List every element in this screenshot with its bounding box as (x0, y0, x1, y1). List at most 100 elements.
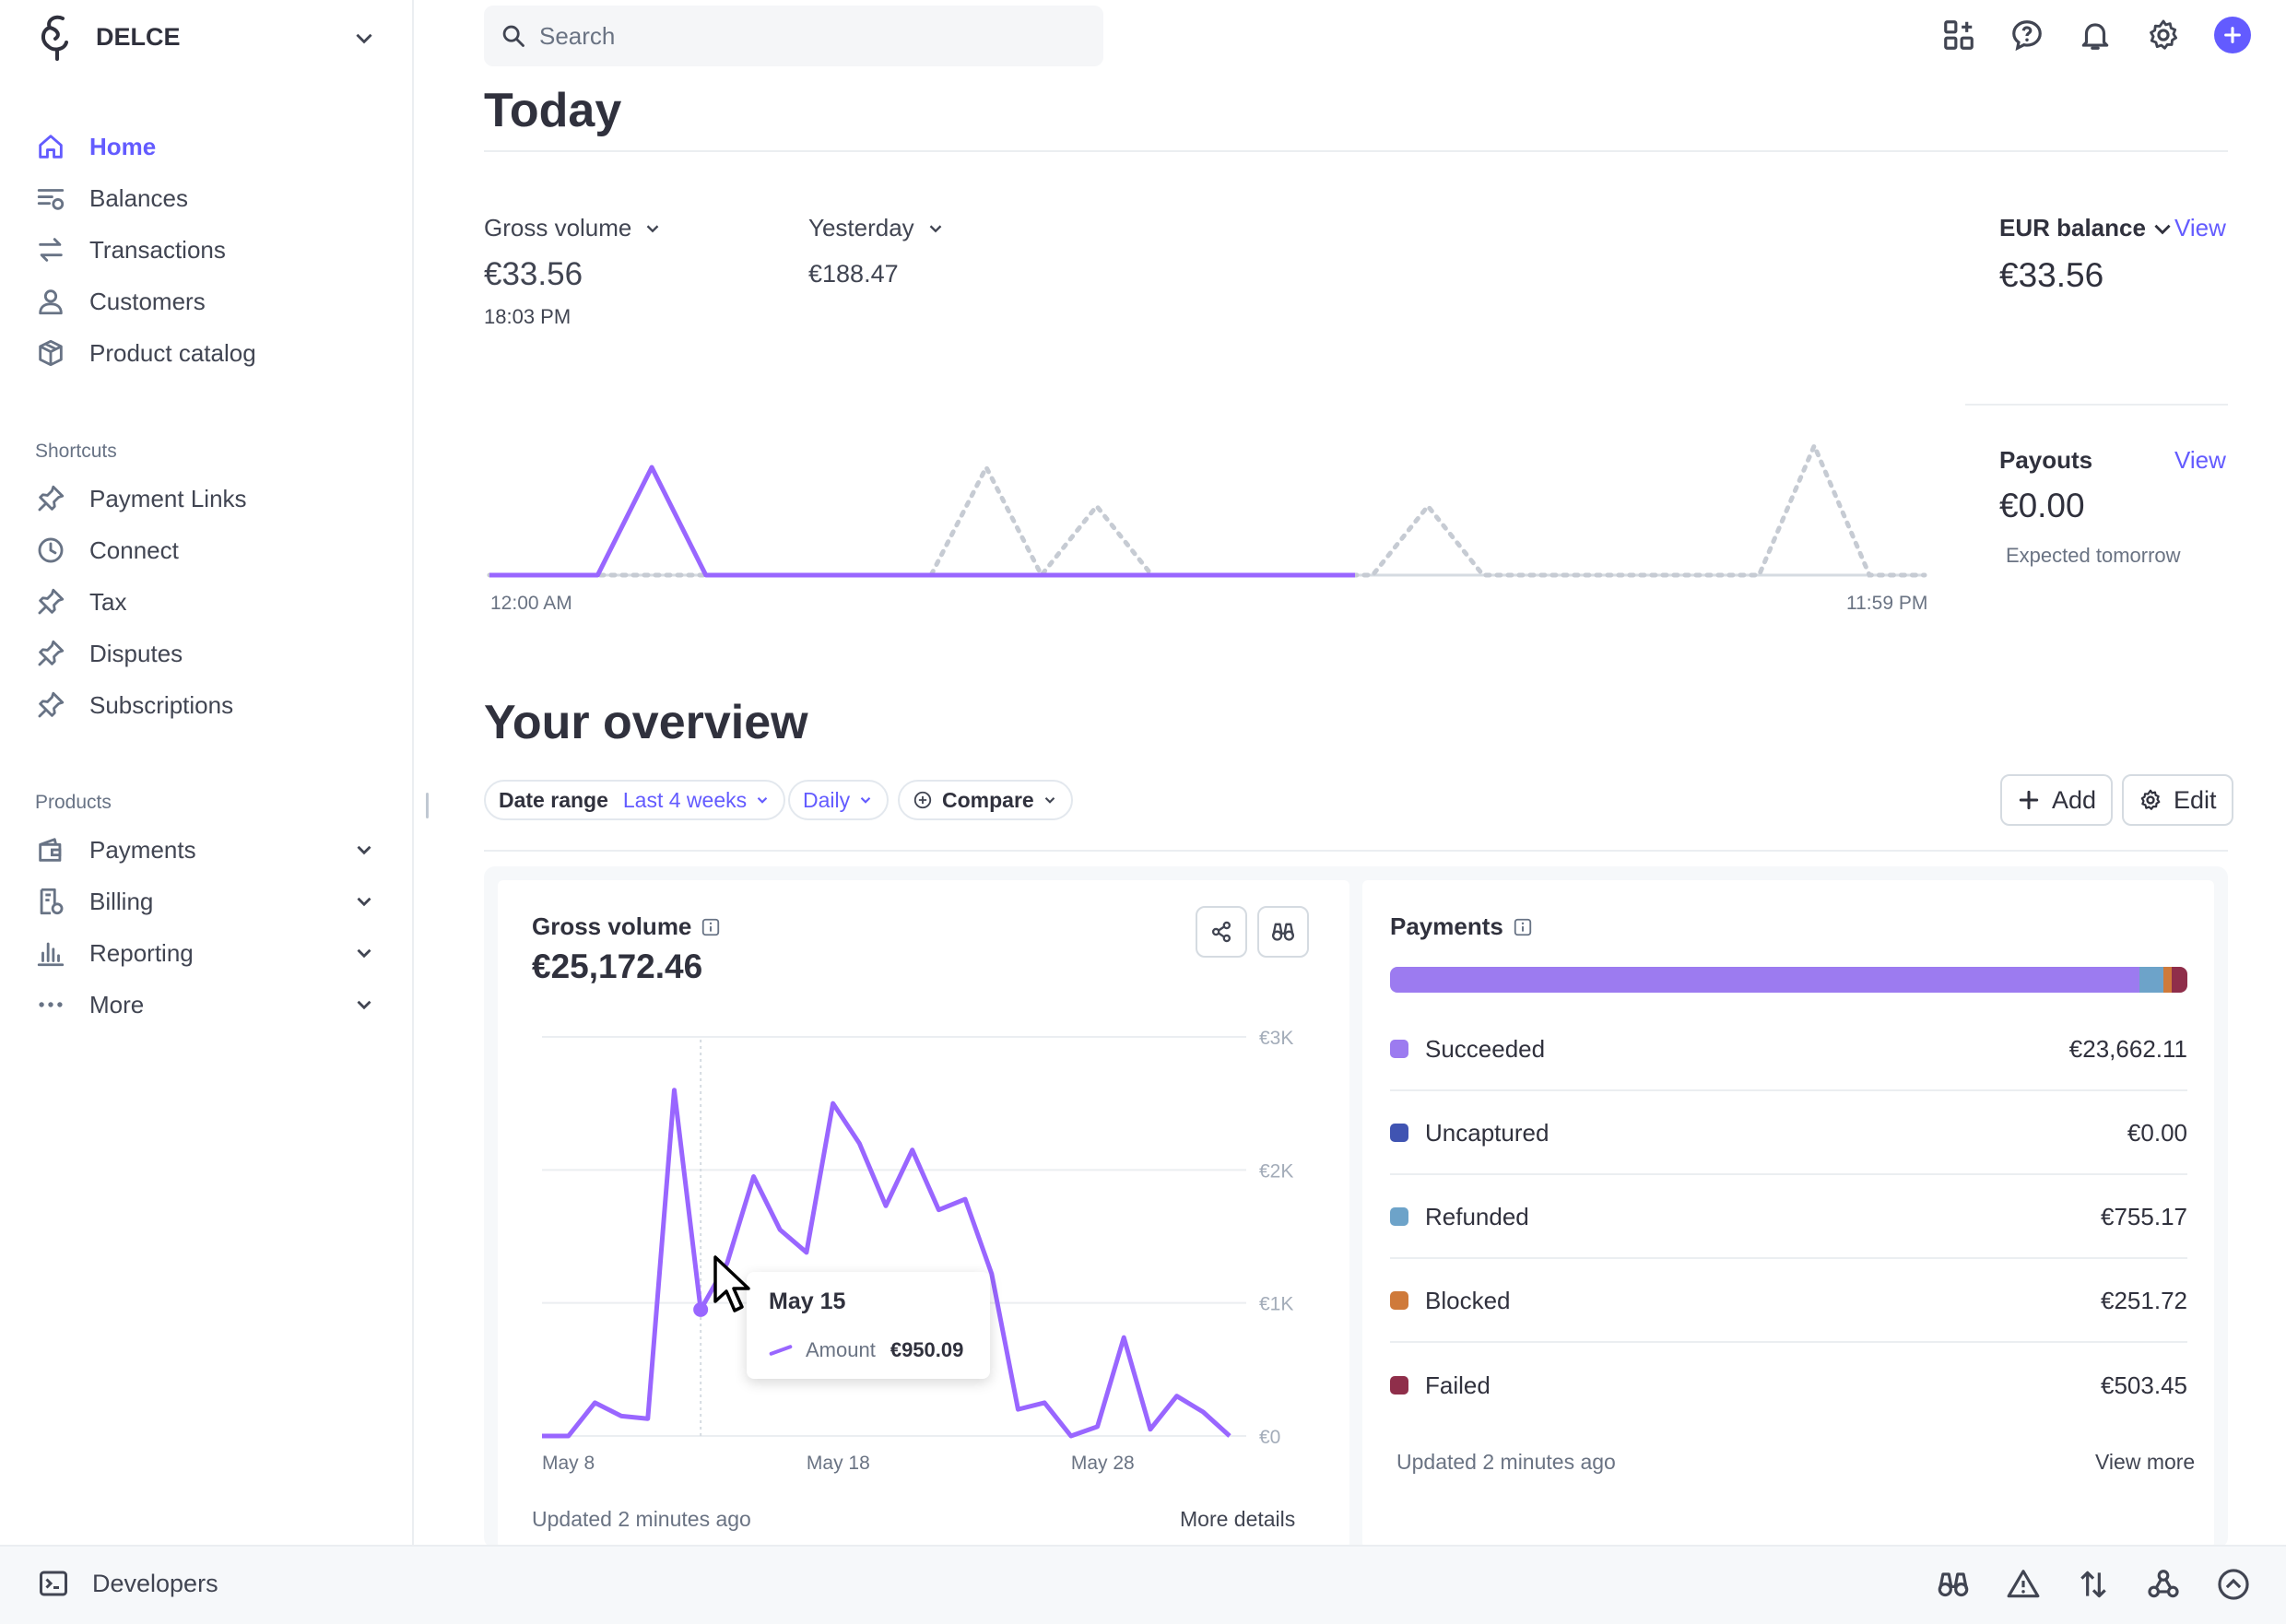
share-icon (1211, 921, 1231, 943)
developers-label: Developers (92, 1569, 218, 1597)
clock-icon (38, 537, 64, 563)
search-bar[interactable] (484, 6, 1103, 66)
sidebar-item-label: Transactions (89, 235, 226, 264)
add-label: Add (2052, 785, 2097, 814)
today-divider (484, 150, 2228, 152)
payments-row-amount: €0.00 (2127, 1118, 2187, 1147)
yesterday-label: Yesterday (808, 214, 914, 241)
sidebar-item-tax[interactable]: Tax (35, 576, 376, 628)
chevron-up-circle-icon[interactable] (2216, 1567, 2251, 1602)
eur-balance-label: EUR balance (1999, 214, 2146, 241)
stack-segment-succeeded (1390, 967, 2140, 993)
x-tick-label: May 18 (807, 1453, 870, 1474)
view-more-link[interactable]: View more (2095, 1450, 2196, 1474)
sidebar-item-balances[interactable]: Balances (35, 172, 376, 224)
sidebar-item-home[interactable]: Home (35, 121, 376, 172)
sidebar-item-payments[interactable]: Payments (35, 824, 376, 876)
bottom-bar: Developers (0, 1545, 2286, 1624)
sidebar-item-label: Disputes (89, 639, 183, 667)
mouse-cursor-icon (713, 1255, 750, 1312)
sidebar-item-transactions[interactable]: Transactions (35, 224, 376, 276)
more-details-link[interactable]: More details (1180, 1507, 1296, 1531)
account-switcher[interactable]: DELCE (35, 13, 376, 61)
products-label: Products (35, 792, 112, 813)
comparison-selector[interactable]: Yesterday (808, 214, 946, 242)
edit-widgets-button[interactable]: Edit (2122, 774, 2233, 826)
sidebar-item-billing[interactable]: Billing (35, 876, 376, 927)
sidebar-item-disputes[interactable]: Disputes (35, 628, 376, 679)
gross-updated-text: Updated 2 minutes ago (532, 1507, 751, 1531)
payouts-label: Payouts (1999, 446, 2093, 474)
sidebar-item-label: More (89, 990, 145, 1018)
gross-volume-selector[interactable]: Gross volume (484, 214, 663, 242)
sidebar-item-reporting[interactable]: Reporting (35, 927, 376, 979)
sidebar-item-more[interactable]: More (35, 979, 376, 1030)
sidebar-item-customers[interactable]: Customers (35, 276, 376, 327)
developers-button[interactable]: Developers (37, 1567, 218, 1600)
sidebar-item-label: Reporting (89, 938, 194, 967)
warning-icon[interactable] (2006, 1567, 2041, 1602)
bell-icon[interactable] (2078, 18, 2113, 53)
series-swatch (769, 1344, 793, 1357)
transactions-icon (39, 238, 63, 262)
payouts-view-link[interactable]: View (2174, 446, 2226, 474)
billing-icon (40, 888, 64, 915)
overview-title: Your overview (484, 696, 808, 749)
sidebar-item-payment-links[interactable]: Payment Links (35, 473, 376, 524)
webhooks-icon[interactable] (2146, 1567, 2181, 1602)
info-icon[interactable] (1513, 917, 1533, 937)
sidebar-item-label: Billing (89, 887, 154, 915)
binoculars-icon (1271, 923, 1295, 941)
share-button[interactable] (1196, 906, 1247, 958)
add-widget-button[interactable]: Add (2000, 774, 2114, 826)
chevron-down-icon (757, 797, 768, 804)
sidebar-item-label: Payments (89, 835, 196, 864)
legend-swatch (1390, 1291, 1408, 1310)
sort-arrows-icon[interactable] (2076, 1567, 2111, 1602)
gross-volume-label: Gross volume (484, 214, 632, 241)
sidebar-item-subscriptions[interactable]: Subscriptions (35, 679, 376, 731)
sidebar-item-connect[interactable]: Connect (35, 524, 376, 576)
eur-balance-value: €33.56 (1999, 256, 2104, 294)
gear-icon[interactable] (2146, 18, 2181, 53)
chevron-down-icon (356, 33, 372, 44)
create-button[interactable] (2214, 17, 2251, 53)
gross-volume-card[interactable] (498, 880, 1349, 1548)
interval-filter[interactable]: Daily (788, 780, 890, 820)
sidebar-item-product-catalog[interactable]: Product catalog (35, 327, 376, 379)
payments-row-label: Succeeded (1425, 1034, 1546, 1063)
payouts-value: €0.00 (1999, 487, 2085, 524)
compare-filter[interactable]: Compare (898, 780, 1073, 820)
terminal-icon (40, 1571, 67, 1596)
y-tick-label: €2K (1259, 1160, 1293, 1182)
yesterday-value: €188.47 (808, 260, 899, 288)
payments-card-label: Payments (1390, 912, 1503, 940)
payments-row-succeeded[interactable]: Succeeded €23,662.11 (1390, 1008, 2187, 1091)
payments-row-blocked[interactable]: Blocked €251.72 (1390, 1260, 2187, 1343)
payments-row-refunded[interactable]: Refunded €755.17 (1390, 1176, 2187, 1259)
chevron-down-icon[interactable] (2150, 217, 2174, 241)
wallet-icon (39, 838, 62, 862)
payments-row-failed[interactable]: Failed €503.45 (1390, 1344, 2187, 1427)
apps-icon[interactable] (1941, 18, 1976, 53)
sidebar-item-label: Subscriptions (89, 690, 234, 719)
stack-segment-failed (2171, 967, 2187, 993)
eur-balance-view-link[interactable]: View (2174, 214, 2226, 241)
search-input[interactable] (539, 21, 1055, 51)
stack-segment-refunded (2139, 967, 2164, 993)
chevron-down-icon (357, 845, 371, 855)
date-range-filter[interactable]: Date range Last 4 weeks (484, 780, 786, 820)
payments-stacked-bar (1390, 967, 2187, 993)
help-icon[interactable] (2009, 18, 2044, 53)
binoculars-icon[interactable] (1936, 1567, 1971, 1602)
explore-button[interactable] (1257, 906, 1309, 958)
payments-row-uncaptured[interactable]: Uncaptured €0.00 (1390, 1092, 2187, 1175)
today-axis-start: 12:00 AM (490, 593, 572, 614)
today-series-line (489, 465, 1355, 578)
payments-row-label: Blocked (1425, 1286, 1511, 1314)
info-icon[interactable] (701, 917, 721, 937)
payments-row-amount: €251.72 (2101, 1286, 2187, 1314)
sidebar-resize-handle[interactable] (426, 793, 429, 818)
home-icon (39, 135, 63, 159)
payments-row-amount: €755.17 (2101, 1202, 2187, 1230)
